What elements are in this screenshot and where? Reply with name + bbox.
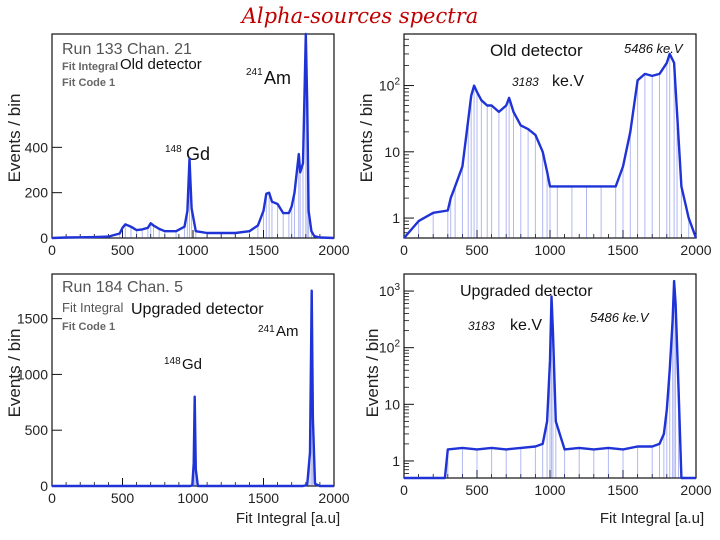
x-tick-label-3: 1500 [248, 490, 279, 506]
histogram-series [52, 289, 334, 488]
stats-run: Run 184 Chan. 5 [62, 279, 183, 296]
chart-old-log: Events / bin Old detector 5486 ke.V 3183… [357, 33, 712, 258]
panel-upgraded-linear: Events / bin Run 184 Chan. 5 Fit Integra… [0, 268, 352, 538]
y-tick-label-0: 1 [392, 210, 400, 226]
x-tick-label-0: 0 [48, 242, 56, 258]
x-tick-label-4: 2000 [318, 242, 349, 258]
gd-element-label: Gd [186, 144, 210, 164]
energy-left-value: 3183 [512, 75, 539, 89]
detector-label: Upgraded detector [460, 283, 593, 300]
energy-right-label: 5486 ke.V [590, 310, 650, 325]
y-tick-label-2: 102 [379, 77, 401, 94]
y-tick-label-1: 10 [384, 396, 400, 412]
stats-fit-code: Fit Code 1 [62, 77, 115, 89]
x-tick-label-3: 1500 [607, 482, 638, 498]
x-tick-label-1: 500 [111, 242, 135, 258]
x-tick-label-1: 500 [111, 490, 135, 506]
histogram-series [51, 32, 335, 240]
energy-left-value: 3183 [468, 319, 495, 333]
stats-run: Run 133 Chan. 21 [62, 41, 192, 58]
histogram-series [404, 279, 696, 480]
chart-upgraded-linear: Events / bin Run 184 Chan. 5 Fit Integra… [5, 273, 350, 527]
chart-old-linear: Events / bin Run 133 Chan. 21 Fit Integr… [5, 32, 350, 258]
y-tick-label-3: 103 [379, 282, 401, 299]
stats-fit-code: Fit Code 1 [62, 321, 115, 333]
x-tick-label-2: 1000 [534, 482, 565, 498]
y-tick-label-0: 1 [392, 453, 400, 469]
y-tick-label-1: 10 [384, 144, 400, 160]
chart-upgraded-log: Events / bin Upgraded detector 5486 ke.V… [363, 273, 712, 527]
y-tick-label-1: 200 [25, 185, 49, 201]
slide-title: Alpha-sources spectra [241, 4, 479, 28]
energy-right-label: 5486 ke.V [624, 41, 684, 56]
x-tick-label-1: 500 [465, 482, 489, 498]
y-tick-label-2: 400 [25, 139, 49, 155]
x-tick-label-2: 1000 [177, 490, 208, 506]
x-tick-label-4: 2000 [680, 242, 711, 258]
y-tick-label-0: 0 [40, 230, 48, 246]
x-tick-label-4: 2000 [680, 482, 711, 498]
gd-element-label: Gd [182, 356, 202, 373]
stats-fit-integral: Fit Integral [62, 300, 124, 315]
x-tick-label-0: 0 [48, 490, 56, 506]
x-axis-label: Fit Integral [a.u] [600, 510, 704, 527]
detector-label: Old detector [120, 56, 202, 73]
y-tick-label-0: 0 [40, 478, 48, 494]
am-mass-label: 241 [246, 67, 263, 78]
detector-label: Upgraded detector [131, 301, 264, 318]
y-axis-label: Events / bin [5, 94, 24, 183]
energy-left-unit: ke.V [510, 317, 542, 334]
gd-mass-label: 148 [165, 144, 182, 155]
y-axis-label: Events / bin [357, 94, 376, 183]
y-tick-label-3: 1500 [17, 311, 48, 327]
stats-fit-integral: Fit Integral [62, 61, 118, 73]
energy-left-unit: ke.V [552, 73, 584, 90]
y-axis-label: Events / bin [363, 329, 382, 418]
x-tick-label-2: 1000 [534, 242, 565, 258]
am-element-label: Am [276, 323, 299, 340]
x-tick-label-1: 500 [465, 242, 489, 258]
x-tick-label-2: 1000 [177, 242, 208, 258]
x-tick-label-3: 1500 [248, 242, 279, 258]
y-axis-label: Events / bin [5, 329, 24, 418]
gd-mass-label: 148 [164, 356, 181, 367]
y-tick-label-2: 1000 [17, 366, 48, 382]
histogram-series [403, 52, 698, 239]
x-axis-label: Fit Integral [a.u] [236, 510, 340, 527]
am-mass-label: 241 [258, 324, 275, 335]
y-tick-label-2: 102 [379, 339, 401, 356]
am-element-label: Am [264, 68, 291, 88]
panel-old-linear: Events / bin Run 133 Chan. 21 Fit Integr… [0, 28, 352, 265]
detector-label: Old detector [490, 41, 583, 60]
x-tick-label-4: 2000 [318, 490, 349, 506]
panel-upgraded-log: Events / bin Upgraded detector 5486 ke.V… [356, 268, 720, 538]
x-tick-label-3: 1500 [607, 242, 638, 258]
y-tick-label-1: 500 [25, 422, 49, 438]
panel-old-log: Events / bin Old detector 5486 ke.V 3183… [356, 28, 720, 265]
x-tick-label-0: 0 [400, 482, 408, 498]
x-tick-label-0: 0 [400, 242, 408, 258]
